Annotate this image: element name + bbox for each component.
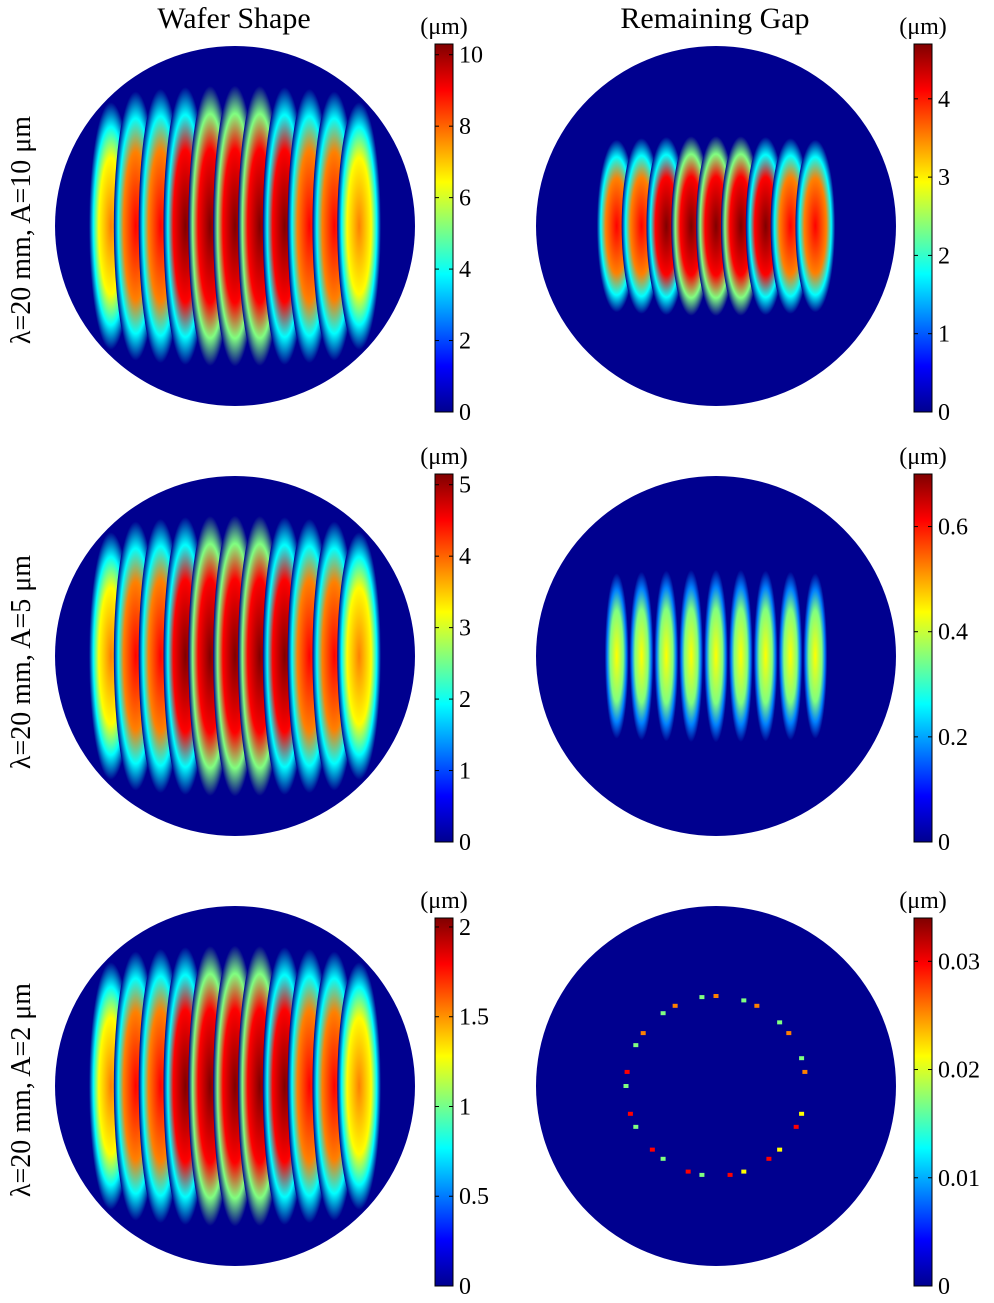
ring-pixel bbox=[699, 995, 705, 1000]
ring-pixel bbox=[777, 1020, 783, 1025]
colorbar bbox=[913, 43, 933, 413]
colorbar-tick-label: 1 bbox=[459, 759, 471, 785]
column-title-wafer-shape: Wafer Shape bbox=[157, 2, 311, 35]
colorbar-tick-label: 0 bbox=[938, 400, 950, 426]
ring-pixel bbox=[777, 1147, 783, 1152]
ring-pixel bbox=[624, 1069, 630, 1074]
fringe-stripe bbox=[679, 569, 704, 743]
fringe-stripe bbox=[753, 570, 778, 742]
colorbar-unit-label: (μm) bbox=[420, 444, 468, 470]
colorbar-tick-label: 10 bbox=[459, 43, 483, 69]
ring-pixel bbox=[633, 1124, 639, 1129]
colorbar-unit-label: (μm) bbox=[899, 14, 947, 40]
heatmap-panel-4: (μm) 0 0.2 0.4 0.6 bbox=[536, 444, 968, 856]
ring-pixel bbox=[802, 1069, 808, 1074]
colorbar-tick-label: 2 bbox=[938, 243, 950, 269]
heatmap-panel-2: (μm) 0 1 2 3 4 bbox=[536, 14, 950, 426]
ring-pixel bbox=[799, 1056, 805, 1061]
colorbar-tick-label: 6 bbox=[459, 186, 471, 212]
colorbar-unit-label: (μm) bbox=[899, 888, 947, 914]
ring-pixel bbox=[793, 1124, 799, 1129]
colorbar-tick-label: 2 bbox=[459, 687, 471, 713]
ring-pixel bbox=[640, 1031, 646, 1036]
colorbar-tick-label: 0 bbox=[459, 830, 471, 856]
ring-pixel bbox=[741, 1169, 747, 1174]
colorbar bbox=[913, 473, 933, 843]
colorbar-tick-label: 4 bbox=[459, 257, 471, 283]
colorbar bbox=[913, 917, 933, 1287]
fringe-stripe bbox=[337, 532, 381, 780]
colorbar-tick-label: 5 bbox=[459, 473, 471, 499]
colorbar-unit-label: (μm) bbox=[420, 14, 468, 40]
heatmap-panel-5: (μm) 0 0.5 1 1.5 2 bbox=[55, 888, 489, 1300]
ring-pixel bbox=[713, 994, 719, 998]
fringe-stripe bbox=[778, 571, 803, 741]
heatmap-panel-3: (μm) 0 1 2 3 4 5 bbox=[55, 444, 471, 856]
ring-pixel bbox=[741, 998, 747, 1003]
fringe-stripe bbox=[604, 573, 629, 739]
heatmap-panel-1: (μm) 0 2 4 6 8 10 bbox=[55, 14, 483, 426]
colorbar-tick-label: 1.5 bbox=[459, 1005, 489, 1031]
colorbar-unit-label: (μm) bbox=[420, 888, 468, 914]
ring-pixel bbox=[727, 1172, 733, 1177]
ring-pixel bbox=[685, 1169, 691, 1174]
wafer-disk bbox=[536, 906, 896, 1266]
colorbar-tick-label: 0 bbox=[938, 1274, 950, 1300]
colorbar-tick-label: 0.6 bbox=[938, 515, 968, 541]
colorbar-tick-label: 0.5 bbox=[459, 1184, 489, 1210]
colorbar-tick-label: 0 bbox=[938, 830, 950, 856]
fringe-stripe bbox=[337, 962, 381, 1210]
colorbar bbox=[434, 917, 454, 1287]
ring-pixel bbox=[766, 1156, 772, 1161]
ring-pixel bbox=[799, 1111, 805, 1116]
colorbar-unit-label: (μm) bbox=[899, 444, 947, 470]
ring-pixel bbox=[699, 1172, 705, 1177]
colorbar bbox=[434, 473, 454, 843]
colorbar-tick-label: 1 bbox=[938, 322, 950, 348]
colorbar-tick-label: 0.4 bbox=[938, 620, 968, 646]
ring-pixel bbox=[623, 1084, 629, 1088]
ring-pixel bbox=[660, 1011, 666, 1016]
colorbar-tick-label: 0 bbox=[459, 1274, 471, 1300]
ring-pixel bbox=[627, 1111, 633, 1116]
ring-pixel bbox=[660, 1156, 666, 1161]
fringe-stripe bbox=[803, 573, 828, 739]
fringe-stripe bbox=[795, 139, 836, 313]
ring-pixel bbox=[754, 1003, 760, 1008]
colorbar-tick-label: 2 bbox=[459, 329, 471, 355]
colorbar-tick-label: 0 bbox=[459, 400, 471, 426]
fringe-stripe bbox=[728, 569, 753, 743]
colorbar-tick-label: 1 bbox=[459, 1094, 471, 1120]
colorbar-tick-label: 0.03 bbox=[938, 949, 980, 975]
colorbar-tick-label: 3 bbox=[459, 616, 471, 642]
colorbar-tick-label: 0.2 bbox=[938, 725, 968, 751]
heatmap-panel-6: (μm) 0 0.01 0.02 0.03 bbox=[536, 888, 980, 1300]
colorbar-tick-label: 3 bbox=[938, 165, 950, 191]
ring-pixel bbox=[672, 1003, 678, 1008]
ring-pixel bbox=[786, 1031, 792, 1036]
colorbar-tick-label: 8 bbox=[459, 114, 471, 140]
colorbar-tick-label: 4 bbox=[938, 87, 950, 113]
colorbar-tick-label: 4 bbox=[459, 544, 471, 570]
column-title-remaining-gap: Remaining Gap bbox=[620, 2, 810, 35]
colorbar bbox=[434, 43, 454, 413]
fringe-stripe bbox=[629, 571, 654, 741]
fringe-stripe bbox=[654, 570, 679, 742]
colorbar-tick-label: 0.01 bbox=[938, 1166, 980, 1192]
colorbar-tick-label: 2 bbox=[459, 915, 471, 941]
fringe-stripe bbox=[337, 102, 381, 350]
colorbar-tick-label: 0.02 bbox=[938, 1058, 980, 1084]
fringe-stripe bbox=[704, 569, 728, 743]
ring-pixel bbox=[633, 1043, 639, 1048]
ring-pixel bbox=[649, 1147, 655, 1152]
